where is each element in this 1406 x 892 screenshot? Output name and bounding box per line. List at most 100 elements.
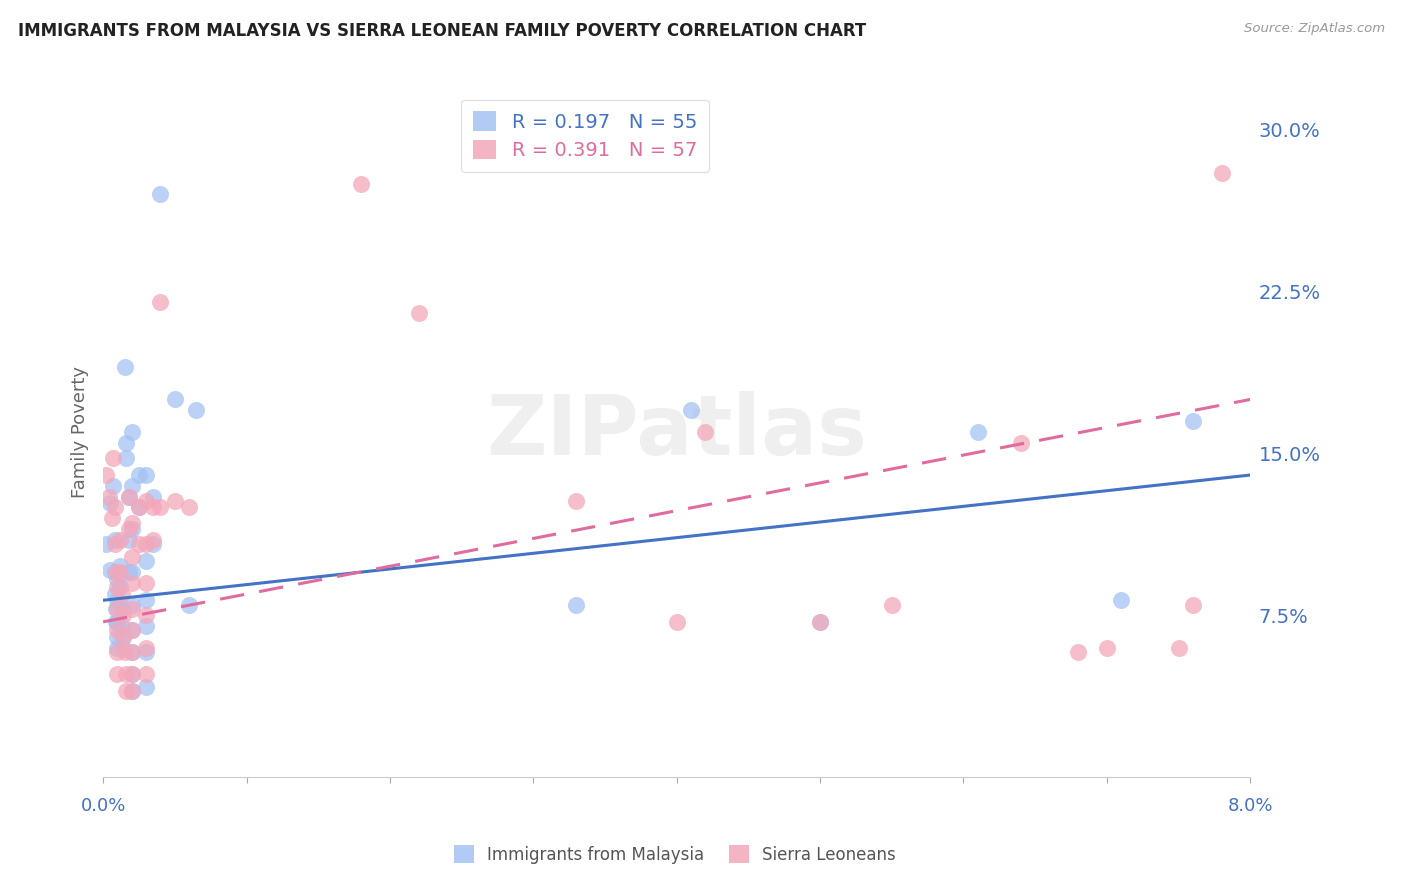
Legend: R = 0.197   N = 55, R = 0.391   N = 57: R = 0.197 N = 55, R = 0.391 N = 57 — [461, 100, 709, 171]
Text: Source: ZipAtlas.com: Source: ZipAtlas.com — [1244, 22, 1385, 36]
Point — [121, 666, 143, 681]
Point — [121, 598, 143, 612]
Point — [94, 468, 117, 483]
Point — [107, 580, 129, 594]
Point — [695, 425, 717, 439]
Point — [135, 680, 157, 694]
Point — [101, 450, 124, 465]
Point — [1109, 593, 1132, 607]
Point — [179, 598, 201, 612]
Point — [808, 615, 831, 629]
Point — [121, 602, 143, 616]
Point — [142, 533, 165, 547]
Point — [115, 435, 138, 450]
Point — [565, 598, 588, 612]
Point — [135, 468, 157, 483]
Point — [135, 576, 157, 591]
Point — [118, 533, 141, 547]
Point — [149, 187, 172, 202]
Point — [135, 645, 157, 659]
Point — [107, 602, 129, 616]
Point — [111, 602, 134, 616]
Point — [115, 666, 138, 681]
Point — [163, 392, 186, 407]
Point — [966, 425, 988, 439]
Point — [118, 522, 141, 536]
Point — [121, 624, 143, 638]
Point — [1067, 645, 1090, 659]
Point — [350, 177, 373, 191]
Point — [118, 490, 141, 504]
Point — [128, 500, 150, 515]
Point — [135, 608, 157, 623]
Point — [142, 500, 165, 515]
Point — [121, 645, 143, 659]
Text: 0.0%: 0.0% — [80, 797, 125, 814]
Point — [121, 645, 143, 659]
Point — [808, 615, 831, 629]
Point — [179, 500, 201, 515]
Point — [107, 666, 129, 681]
Point — [121, 516, 143, 530]
Point — [121, 684, 143, 698]
Point — [104, 587, 127, 601]
Point — [107, 624, 129, 638]
Point — [107, 593, 129, 607]
Point — [128, 537, 150, 551]
Point — [94, 537, 117, 551]
Point — [104, 500, 127, 515]
Point — [408, 306, 430, 320]
Point — [115, 684, 138, 698]
Point — [135, 593, 157, 607]
Point — [107, 630, 129, 644]
Point — [118, 565, 141, 579]
Point — [565, 494, 588, 508]
Point — [149, 295, 172, 310]
Point — [121, 624, 143, 638]
Point — [100, 511, 122, 525]
Point — [101, 479, 124, 493]
Point — [135, 666, 157, 681]
Point — [142, 490, 165, 504]
Point — [1181, 414, 1204, 428]
Point — [105, 602, 128, 616]
Point — [114, 645, 136, 659]
Point — [118, 490, 141, 504]
Point — [1181, 598, 1204, 612]
Point — [1167, 640, 1189, 655]
Point — [107, 645, 129, 659]
Legend: Immigrants from Malaysia, Sierra Leoneans: Immigrants from Malaysia, Sierra Leonean… — [447, 838, 903, 871]
Point — [112, 630, 135, 644]
Point — [135, 494, 157, 508]
Point — [135, 640, 157, 655]
Point — [679, 403, 702, 417]
Point — [104, 565, 127, 579]
Point — [121, 666, 143, 681]
Point — [107, 572, 129, 586]
Point — [121, 684, 143, 698]
Point — [121, 522, 143, 536]
Point — [121, 550, 143, 565]
Text: IMMIGRANTS FROM MALAYSIA VS SIERRA LEONEAN FAMILY POVERTY CORRELATION CHART: IMMIGRANTS FROM MALAYSIA VS SIERRA LEONE… — [18, 22, 866, 40]
Point — [104, 537, 127, 551]
Point — [1211, 166, 1233, 180]
Point — [110, 565, 132, 579]
Point — [665, 615, 688, 629]
Text: 8.0%: 8.0% — [1227, 797, 1272, 814]
Point — [121, 576, 143, 591]
Point — [135, 554, 157, 568]
Point — [142, 537, 165, 551]
Point — [1095, 640, 1118, 655]
Point — [121, 565, 143, 579]
Point — [110, 558, 132, 573]
Point — [110, 533, 132, 547]
Point — [128, 468, 150, 483]
Point — [111, 619, 134, 633]
Point — [105, 565, 128, 579]
Point — [115, 450, 138, 465]
Point — [112, 640, 135, 655]
Point — [1010, 435, 1032, 450]
Point — [135, 537, 157, 551]
Point — [128, 500, 150, 515]
Point — [149, 500, 172, 515]
